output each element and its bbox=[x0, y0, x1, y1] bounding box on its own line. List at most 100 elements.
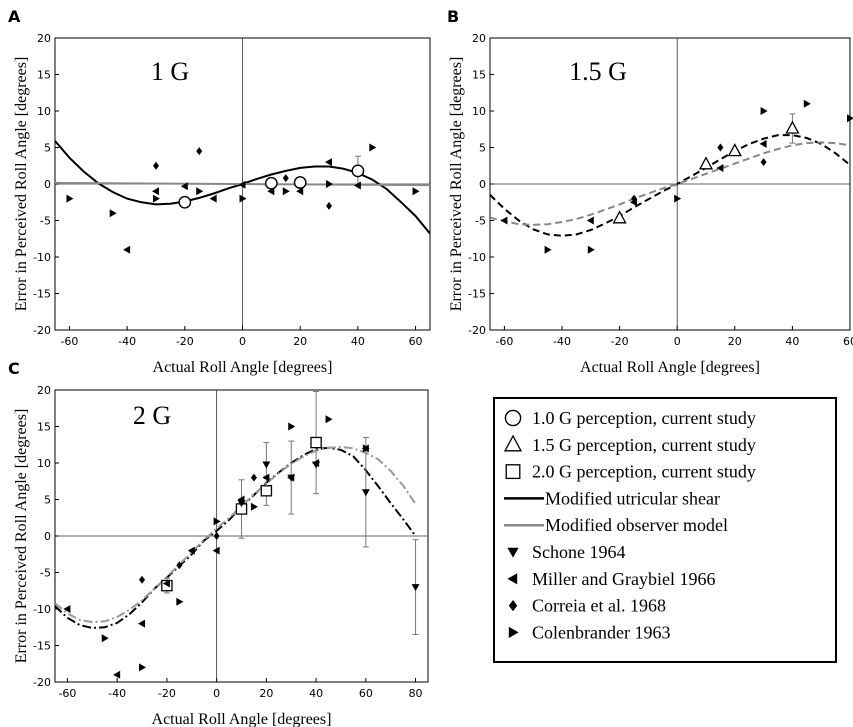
data-point-left bbox=[238, 180, 246, 189]
panel-title: 1 G bbox=[151, 57, 189, 86]
panel-letter: A bbox=[8, 7, 21, 26]
data-point-left bbox=[63, 605, 71, 613]
data-point-right bbox=[847, 114, 853, 123]
data-point-diamond bbox=[213, 532, 220, 540]
data-point-left bbox=[113, 670, 121, 679]
x-axis-label: Actual Roll Angle [degrees] bbox=[580, 359, 760, 376]
y-tick-label: -20 bbox=[468, 324, 486, 337]
data-point-left bbox=[586, 216, 594, 225]
data-point-right bbox=[152, 194, 160, 203]
data-point-right bbox=[803, 99, 811, 108]
x-tick-label: 40 bbox=[351, 335, 365, 348]
x-tick-label: -60 bbox=[58, 687, 76, 700]
data-point-triangle bbox=[612, 210, 627, 224]
data-point-triangle bbox=[727, 143, 742, 157]
y-tick-label: 0 bbox=[479, 178, 486, 191]
model-line-observer bbox=[55, 445, 417, 624]
data-point-left bbox=[296, 187, 304, 196]
data-point-right bbox=[239, 194, 247, 203]
data-point-left bbox=[237, 495, 245, 504]
data-point-diamond bbox=[717, 143, 724, 152]
data-point-left bbox=[759, 139, 767, 148]
right-triangle-icon bbox=[508, 626, 519, 638]
y-tick-label: 15 bbox=[472, 69, 486, 82]
legend-label: Colenbrander 1963 bbox=[532, 622, 670, 642]
data-point-right bbox=[412, 187, 420, 196]
data-point-diamond bbox=[760, 158, 767, 167]
y-tick-label: 20 bbox=[37, 384, 51, 397]
panel-c: -60 -40 -20 0 20 40 60 80 -20 -15 -10 -5 0 5 10 15 20 Act… bbox=[8, 359, 429, 727]
data-point-right bbox=[109, 209, 117, 218]
y-tick-label: 5 bbox=[479, 142, 486, 155]
data-point-left bbox=[138, 619, 146, 628]
y-tick-label: -20 bbox=[33, 324, 51, 337]
y-tick-label: 15 bbox=[37, 421, 51, 434]
legend-label: Miller and Graybiel 1966 bbox=[532, 569, 715, 589]
data-point-left bbox=[262, 473, 270, 482]
data-point-diamond bbox=[326, 201, 333, 210]
data-point-diamond bbox=[176, 561, 183, 570]
x-axis-label: Actual Roll Angle [degrees] bbox=[153, 359, 333, 376]
data-point-right bbox=[369, 143, 377, 152]
data-point-circle bbox=[351, 164, 365, 178]
model-line-utricular bbox=[490, 134, 850, 237]
data-point-left bbox=[212, 546, 220, 555]
x-tick-label: 0 bbox=[213, 687, 220, 700]
legend-label: Modified utricular shear bbox=[545, 488, 720, 508]
data-point-down bbox=[361, 489, 370, 497]
data-point-triangle bbox=[785, 120, 800, 134]
triangle-marker-icon bbox=[503, 434, 523, 452]
x-tick-label: 20 bbox=[259, 687, 273, 700]
data-point-diamond bbox=[152, 161, 159, 170]
legend: 1.0 G perception, current study 1.5 G per… bbox=[493, 397, 837, 663]
data-point-right bbox=[176, 597, 184, 606]
x-tick-label: 60 bbox=[409, 335, 423, 348]
y-tick-label: 10 bbox=[37, 457, 51, 470]
x-tick-label: 40 bbox=[785, 335, 799, 348]
data-point-diamond bbox=[196, 147, 203, 156]
y-tick-label: 0 bbox=[44, 530, 51, 543]
y-tick-label: -10 bbox=[468, 251, 486, 264]
data-point-right bbox=[674, 194, 682, 203]
data-point-left bbox=[716, 163, 724, 172]
y-axis-label: Error in Perceived Roll Angle [degrees] bbox=[13, 409, 30, 664]
data-point-left bbox=[209, 194, 217, 203]
panel-b: -60 -40 -20 0 20 40 60 -20 -15 -10 -5 0 5 10 15 20 Actua… bbox=[447, 7, 853, 376]
data-point-right bbox=[101, 634, 109, 643]
x-tick-label: 20 bbox=[728, 335, 742, 348]
y-tick-label: 5 bbox=[44, 494, 51, 507]
model-line-observer bbox=[490, 141, 850, 226]
data-point-left bbox=[500, 216, 508, 225]
square-marker-icon bbox=[505, 464, 521, 480]
data-point-right bbox=[325, 415, 333, 424]
model-line-utricular bbox=[55, 446, 417, 630]
y-tick-label: -15 bbox=[33, 288, 51, 301]
y-tick-label: 5 bbox=[44, 142, 51, 155]
legend-label: Schone 1964 bbox=[532, 542, 626, 562]
y-tick-label: -15 bbox=[468, 288, 486, 301]
data-point-square bbox=[260, 484, 273, 497]
diamond-icon bbox=[508, 600, 518, 612]
legend-label: 2.0 G perception, current study bbox=[532, 462, 756, 482]
y-tick-label: -20 bbox=[33, 676, 51, 689]
data-point-left bbox=[312, 459, 320, 467]
circle-marker-icon bbox=[504, 409, 522, 427]
data-point-left bbox=[287, 473, 295, 482]
data-point-left bbox=[180, 182, 188, 191]
data-point-diamond bbox=[250, 473, 257, 482]
y-tick-label: -15 bbox=[33, 640, 51, 653]
left-triangle-icon bbox=[507, 573, 518, 585]
y-tick-label: 20 bbox=[472, 32, 486, 45]
x-tick-label: -40 bbox=[553, 335, 571, 348]
panel-a: -60 -40 -20 0 20 40 60 -20 -15 -10 -5 0 5 10 15 20 Actua… bbox=[8, 7, 431, 376]
data-point-right bbox=[760, 107, 768, 115]
x-tick-label: 80 bbox=[409, 687, 423, 700]
data-point-right bbox=[288, 422, 296, 431]
data-point-diamond bbox=[282, 174, 289, 183]
panel-title: 2 G bbox=[133, 401, 171, 430]
x-tick-label: -20 bbox=[158, 687, 176, 700]
data-point-diamond bbox=[139, 575, 146, 584]
data-point-right bbox=[250, 502, 258, 511]
data-point-left bbox=[162, 579, 170, 588]
data-point-down bbox=[262, 461, 271, 469]
